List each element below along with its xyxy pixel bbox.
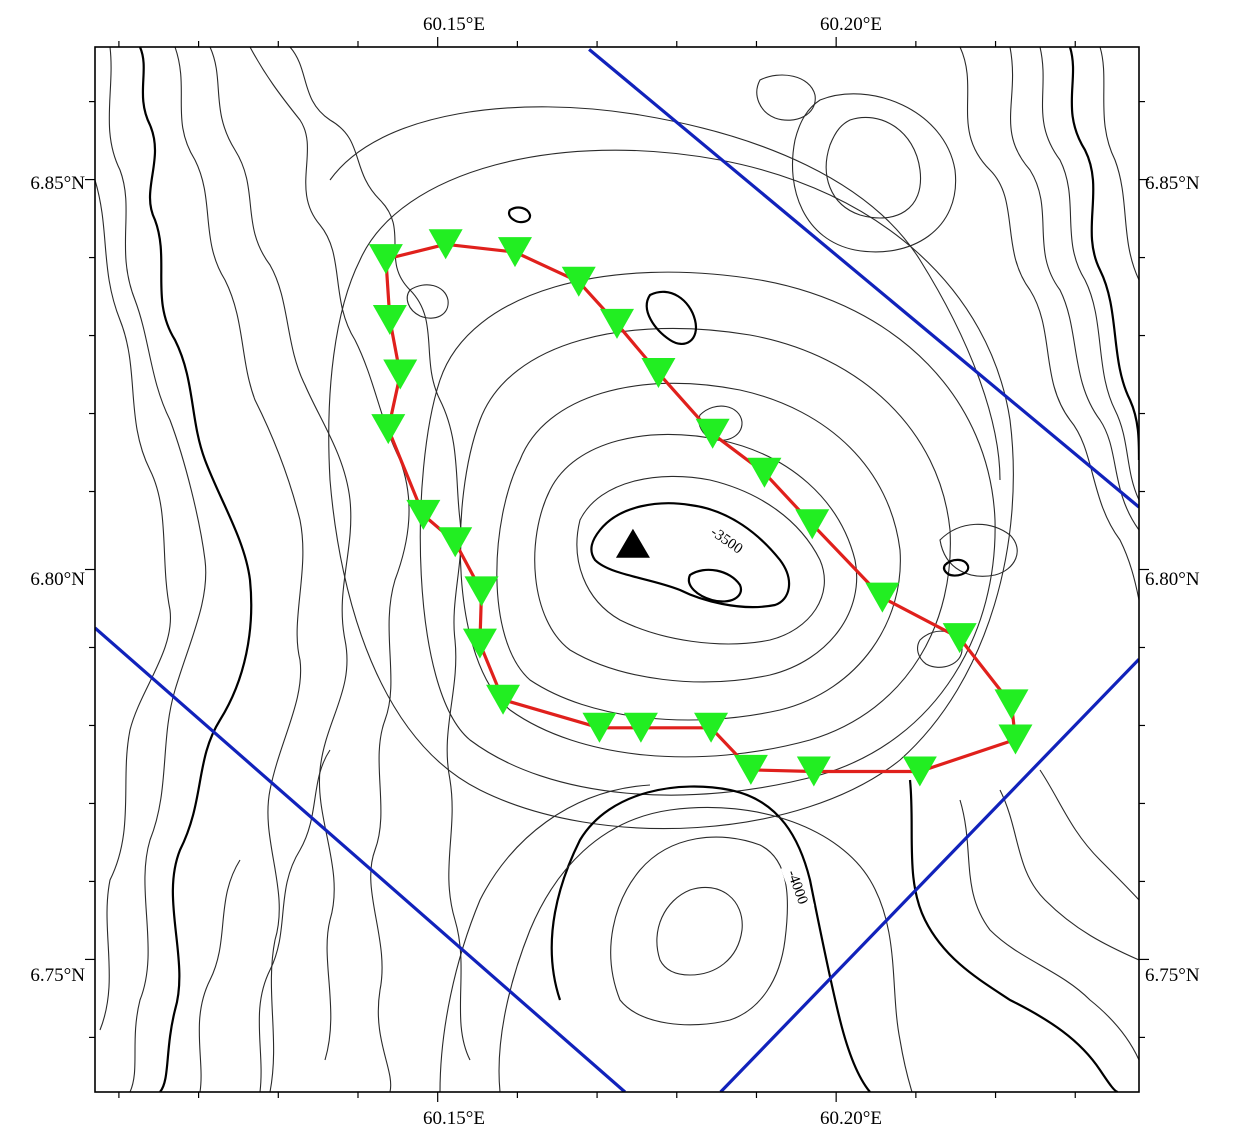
contour-line [590, 502, 791, 609]
contour-line [959, 47, 1139, 601]
contour-line [698, 405, 743, 441]
contour-line [1068, 47, 1139, 461]
contour-line [687, 568, 743, 603]
contour-line [999, 789, 1139, 961]
contour-line [1039, 47, 1139, 501]
contour-line [95, 179, 172, 1031]
station-marker [486, 684, 521, 715]
station-marker [902, 756, 937, 787]
station-marker [371, 414, 406, 445]
contour-line [825, 116, 922, 219]
contour-line [645, 290, 698, 345]
station-marker [796, 756, 831, 787]
station-marker [942, 623, 977, 654]
right-lat-label-6-85: 6.85°N [1145, 173, 1200, 194]
contour-line [419, 271, 996, 796]
station-marker [582, 712, 617, 743]
contour-line [942, 558, 970, 577]
right-lat-label-6-75: 6.75°N [1145, 965, 1200, 986]
contour-line [1009, 47, 1139, 531]
station-marker [368, 244, 403, 275]
contour-line [329, 106, 1001, 481]
station-marker [795, 509, 830, 540]
top-lon-label-60-15: 60.15°E [423, 14, 485, 35]
station-marker [464, 576, 499, 607]
bottom-lon-label-60-15: 60.15°E [423, 1108, 485, 1129]
contour-line [939, 523, 1018, 577]
contour-line [174, 47, 304, 1092]
axis-ticks [85, 37, 1149, 1102]
contour-line [498, 806, 913, 1092]
contour-line [1099, 47, 1139, 281]
contour-line [550, 785, 871, 1092]
station-marker [994, 689, 1029, 720]
contour-line [289, 47, 471, 1061]
station-marker [462, 628, 497, 659]
contour-line [439, 784, 651, 1092]
contour-line [138, 47, 253, 1092]
contour-line [756, 74, 816, 121]
bottom-lon-label-60-20: 60.20°E [820, 1108, 882, 1129]
axis-labels: 60.15°E 60.20°E 60.15°E 60.20°E 6.85°N 6… [30, 14, 1199, 1129]
contour-line [656, 886, 743, 976]
boundary-line [719, 658, 1139, 1092]
contour-line [258, 749, 331, 1092]
station-marker [428, 229, 463, 260]
station-marker [561, 266, 596, 297]
contour-line [1039, 769, 1139, 901]
contour-line [249, 47, 410, 1092]
station-marker [747, 457, 782, 488]
left-lat-label-6-75: 6.75°N [30, 965, 85, 986]
contour-line [198, 859, 241, 1092]
top-lon-label-60-20: 60.20°E [820, 14, 882, 35]
station-marker [406, 499, 441, 530]
contour-line [959, 799, 1139, 1061]
station-marker [372, 304, 407, 335]
station-marker [865, 582, 900, 613]
contour-line [507, 206, 532, 224]
station-marker [695, 418, 730, 449]
contour-line [791, 93, 957, 253]
station-marker [641, 357, 676, 388]
contour-line [576, 475, 825, 645]
contour-line [496, 382, 901, 721]
boundary-lines [95, 48, 1139, 1092]
station-marker [733, 754, 768, 785]
contour-line [108, 47, 207, 1092]
left-lat-label-6-85: 6.85°N [30, 173, 85, 194]
station-marker [623, 712, 658, 743]
right-lat-label-6-80: 6.80°N [1145, 569, 1200, 590]
station-marker [694, 712, 729, 743]
station-marker [438, 527, 473, 558]
station-marker [600, 308, 634, 339]
center-marker-layer [615, 528, 650, 558]
contour-line [209, 47, 352, 1061]
contour-layer [95, 47, 1139, 1092]
left-lat-label-6-80: 6.80°N [30, 569, 85, 590]
center-marker [615, 528, 650, 558]
contour-line [908, 779, 1119, 1092]
boundary-line [588, 48, 1139, 509]
contour-line [406, 284, 449, 319]
station-marker [497, 237, 532, 268]
boundary-line [95, 626, 627, 1092]
station-markers [368, 229, 1033, 787]
station-marker [383, 359, 418, 390]
contour-line [534, 433, 858, 683]
station-marker [998, 724, 1033, 755]
